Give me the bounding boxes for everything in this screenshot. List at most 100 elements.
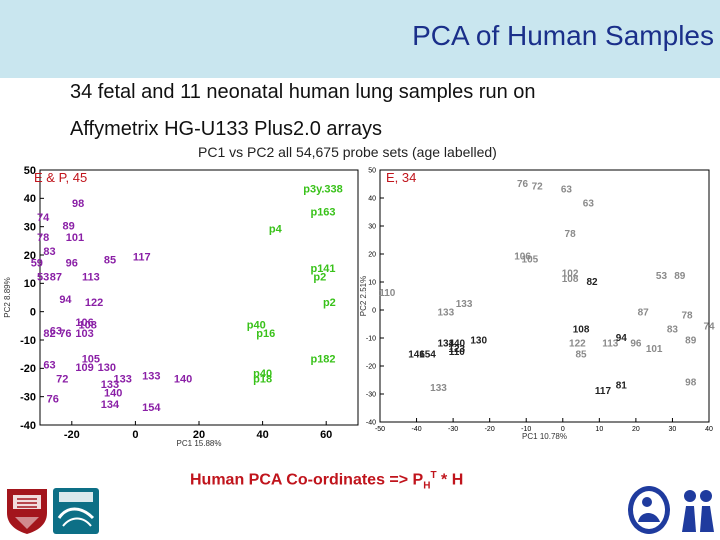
bwh-logo — [53, 488, 99, 534]
x-tick-label: -50 — [375, 426, 385, 433]
data-point: p2 — [323, 297, 336, 309]
data-point: 134 — [437, 338, 454, 349]
x-tick-label: 10 — [595, 426, 603, 433]
title-banner — [0, 0, 720, 78]
y-axis-label: PC2 8.89% — [3, 277, 12, 317]
data-point: 76 — [47, 393, 59, 405]
children-figures-logo — [676, 486, 720, 536]
y-tick-label: 30 — [368, 223, 376, 230]
panel-label-0: E & P, 45 — [34, 170, 87, 185]
y-tick-label: 10 — [24, 278, 36, 290]
chart-caption: PC1 vs PC2 all 54,675 probe sets (age la… — [198, 144, 497, 160]
data-point: 109 — [75, 362, 93, 374]
y-tick-label: 0 — [30, 307, 36, 319]
y-tick-label: -20 — [20, 363, 36, 375]
x-tick-label: -40 — [411, 426, 421, 433]
y-tick-label: 0 — [372, 307, 376, 314]
data-point: 113 — [82, 272, 100, 284]
y-tick-label: 50 — [368, 167, 376, 174]
data-point: 105 — [522, 254, 539, 265]
data-point: 63 — [43, 359, 55, 371]
data-point: 78 — [37, 232, 49, 244]
x-tick-label: -20 — [485, 426, 495, 433]
y-tick-label: -40 — [20, 420, 36, 432]
y-tick-label: 30 — [24, 222, 36, 234]
y-tick-label: -20 — [366, 363, 376, 370]
data-point: 108 — [573, 324, 590, 335]
data-point: 59 — [31, 257, 43, 269]
x-tick-label: 60 — [320, 429, 332, 441]
data-point: 63 — [583, 198, 595, 209]
data-point: 89 — [62, 221, 74, 233]
data-point: 63 — [50, 325, 62, 337]
data-point: 96 — [66, 257, 78, 269]
data-point: p182 — [310, 354, 335, 366]
hospital-seal-logo — [626, 484, 672, 536]
data-point: 81 — [616, 380, 628, 391]
data-point: 110 — [379, 288, 396, 299]
data-point: 133 — [114, 374, 132, 386]
plot-frame-1 — [379, 169, 710, 423]
data-point: 106 — [514, 252, 531, 263]
data-point: 117 — [133, 252, 151, 264]
x-tick-label: 20 — [632, 426, 640, 433]
harvard-shield-logo — [5, 487, 49, 535]
x-axis-label: PC1 15.88% — [177, 439, 222, 448]
data-point: 130 — [98, 362, 116, 374]
data-point: 140 — [448, 338, 465, 349]
data-point: 101 — [66, 232, 84, 244]
data-point: 134 — [101, 399, 120, 411]
data-point: 74 — [703, 322, 715, 333]
data-point: 140 — [104, 388, 122, 400]
footer-sub: H — [423, 480, 431, 492]
data-point: 83 — [43, 246, 55, 258]
data-point: 154 — [142, 402, 161, 414]
data-point: p40 — [253, 368, 272, 380]
data-point: 82 — [43, 328, 55, 340]
data-point: 53 — [37, 272, 49, 284]
x-tick-label: 40 — [256, 429, 268, 441]
data-point: 78 — [682, 310, 694, 321]
data-point: p16 — [256, 328, 275, 340]
y-axis-label: PC2 2.51% — [359, 276, 368, 316]
subtitle-line-1: 34 fetal and 11 neonatal human lung samp… — [70, 81, 536, 103]
y-tick-label: -10 — [20, 335, 36, 347]
page-title: PCA of Human Samples — [412, 20, 714, 51]
data-point: 123 — [448, 344, 465, 355]
data-point: 89 — [685, 336, 697, 347]
data-point: 133 — [430, 383, 447, 394]
y-tick-label: -30 — [20, 392, 36, 404]
data-point: 106 — [75, 317, 93, 329]
data-point: 113 — [602, 338, 619, 349]
data-point: 110 — [449, 347, 466, 358]
data-point: 130 — [470, 336, 487, 347]
data-point: 72 — [532, 182, 544, 193]
x-tick-label: -10 — [521, 426, 531, 433]
data-point: 133 — [437, 308, 454, 319]
x-tick-label: 0 — [561, 426, 565, 433]
data-point: 140 — [174, 374, 192, 386]
data-point: 63 — [561, 184, 573, 195]
y-tick-label: 20 — [24, 250, 36, 262]
x-tick-label: 20 — [193, 429, 205, 441]
data-point: 133 — [142, 371, 160, 383]
y-tick-label: 50 — [24, 165, 36, 177]
data-point: 98 — [685, 378, 697, 389]
data-point: 87 — [638, 308, 650, 319]
data-point: 76 — [517, 179, 529, 190]
data-point: 98 — [72, 198, 84, 210]
y-tick-label: -30 — [366, 391, 376, 398]
data-point: 83 — [667, 324, 679, 335]
data-point: 154 — [419, 350, 436, 361]
data-point: 146 — [408, 350, 425, 361]
data-point: p3y.338 — [303, 184, 343, 196]
data-point: 94 — [616, 333, 628, 344]
y-tick-label: -40 — [366, 419, 376, 426]
data-point: 122 — [569, 338, 586, 349]
data-point: 96 — [630, 338, 642, 349]
x-tick-label: -30 — [448, 426, 458, 433]
data-point: 72 — [56, 374, 68, 386]
data-point: 85 — [575, 350, 587, 361]
x-tick-label: 0 — [132, 429, 138, 441]
data-point: 103 — [75, 328, 93, 340]
